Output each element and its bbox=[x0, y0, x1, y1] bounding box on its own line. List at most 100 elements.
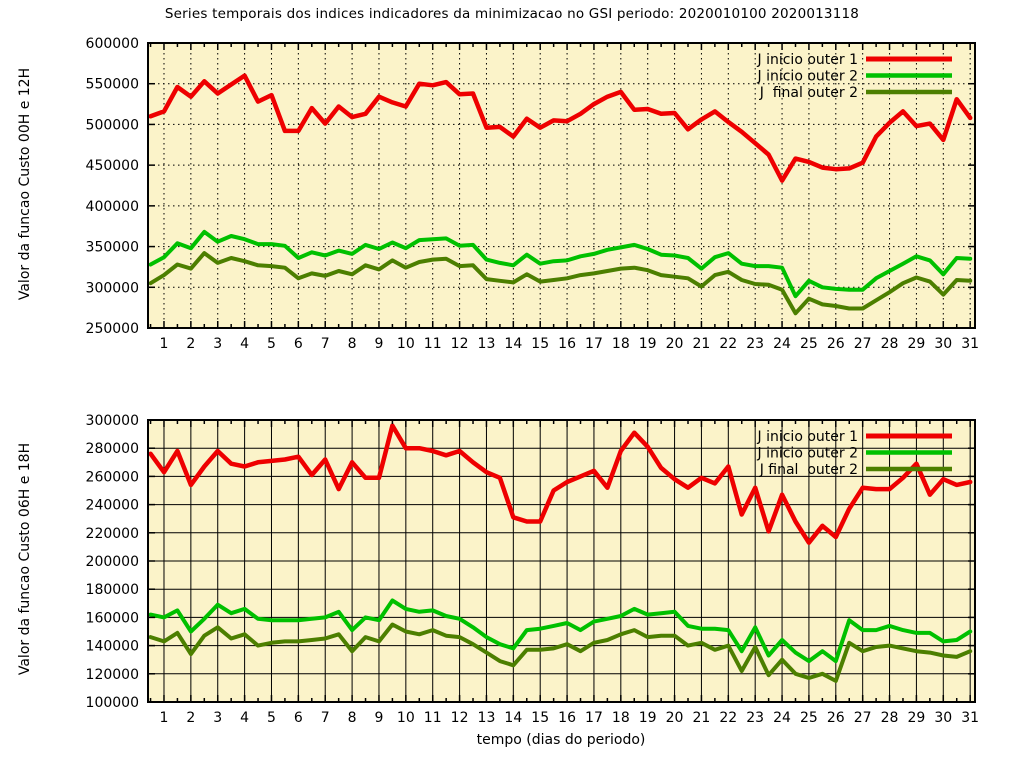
legend-label: J inicio outer 2 bbox=[757, 69, 859, 85]
svg-text:18: 18 bbox=[612, 710, 630, 726]
legend-label: J inicio outer 2 bbox=[757, 446, 859, 462]
svg-text:350000: 350000 bbox=[86, 240, 139, 256]
svg-text:300000: 300000 bbox=[86, 413, 139, 429]
svg-text:17: 17 bbox=[585, 710, 603, 726]
legend-top: J inicio outer 1J inicio outer 2J final … bbox=[757, 52, 952, 101]
svg-text:3: 3 bbox=[213, 336, 222, 352]
svg-text:11: 11 bbox=[424, 336, 442, 352]
svg-text:30: 30 bbox=[934, 710, 952, 726]
legend-label: J inicio outer 1 bbox=[757, 429, 859, 445]
svg-text:1: 1 bbox=[160, 336, 169, 352]
svg-text:31: 31 bbox=[961, 710, 979, 726]
y-axis-label-top: Valor da funcao Custo 00H e 12H bbox=[17, 67, 33, 301]
series-bottom-1 bbox=[148, 598, 973, 664]
svg-text:6: 6 bbox=[294, 710, 303, 726]
svg-text:21: 21 bbox=[693, 336, 711, 352]
svg-text:280000: 280000 bbox=[86, 441, 139, 457]
svg-text:22: 22 bbox=[719, 710, 737, 726]
svg-text:13: 13 bbox=[478, 336, 496, 352]
svg-text:26: 26 bbox=[827, 336, 845, 352]
svg-text:14: 14 bbox=[504, 336, 522, 352]
svg-text:28: 28 bbox=[881, 710, 899, 726]
svg-text:220000: 220000 bbox=[86, 526, 139, 542]
svg-text:400000: 400000 bbox=[86, 199, 139, 215]
svg-text:12: 12 bbox=[451, 336, 469, 352]
svg-text:10: 10 bbox=[397, 336, 415, 352]
svg-text:11: 11 bbox=[424, 710, 442, 726]
svg-text:14: 14 bbox=[504, 710, 522, 726]
svg-text:4: 4 bbox=[240, 710, 249, 726]
svg-text:24: 24 bbox=[773, 336, 791, 352]
svg-text:31: 31 bbox=[961, 336, 979, 352]
tick-labels-top: 250000 300000 350000 400000 450000 500000 5500… bbox=[86, 36, 980, 352]
svg-text:9: 9 bbox=[375, 336, 384, 352]
series-bottom-0 bbox=[148, 423, 973, 545]
chart-title: Series temporais dos indices indicadores… bbox=[164, 6, 860, 22]
svg-text:24: 24 bbox=[773, 710, 791, 726]
svg-text:17: 17 bbox=[585, 336, 603, 352]
svg-text:19: 19 bbox=[639, 336, 657, 352]
svg-text:15: 15 bbox=[531, 710, 549, 726]
svg-text:550000: 550000 bbox=[86, 77, 139, 93]
legend-label: J inicio outer 1 bbox=[757, 52, 859, 68]
svg-text:23: 23 bbox=[746, 710, 764, 726]
svg-text:450000: 450000 bbox=[86, 158, 139, 174]
svg-text:500000: 500000 bbox=[86, 117, 139, 133]
svg-text:18: 18 bbox=[612, 336, 630, 352]
svg-text:2: 2 bbox=[186, 336, 195, 352]
svg-text:22: 22 bbox=[719, 336, 737, 352]
svg-text:260000: 260000 bbox=[86, 469, 139, 485]
svg-text:5: 5 bbox=[267, 710, 276, 726]
plot-border-bottom bbox=[147, 419, 976, 703]
svg-text:8: 8 bbox=[348, 336, 357, 352]
svg-text:16: 16 bbox=[558, 336, 576, 352]
svg-text:5: 5 bbox=[267, 336, 276, 352]
svg-text:19: 19 bbox=[639, 710, 657, 726]
svg-text:25: 25 bbox=[800, 336, 818, 352]
svg-text:8: 8 bbox=[348, 710, 357, 726]
svg-text:1: 1 bbox=[160, 710, 169, 726]
svg-text:23: 23 bbox=[746, 336, 764, 352]
legend-bottom: J inicio outer 1J inicio outer 2J final … bbox=[757, 429, 952, 478]
panel-bottom: 100000 120000 140000 160000 180000 200000 2200… bbox=[86, 413, 980, 726]
svg-text:10: 10 bbox=[397, 710, 415, 726]
svg-text:100000: 100000 bbox=[86, 695, 139, 711]
svg-text:250000: 250000 bbox=[86, 321, 139, 337]
svg-text:3: 3 bbox=[213, 710, 222, 726]
svg-text:300000: 300000 bbox=[86, 280, 139, 296]
svg-text:600000: 600000 bbox=[86, 36, 139, 52]
svg-text:26: 26 bbox=[827, 710, 845, 726]
svg-text:9: 9 bbox=[375, 710, 384, 726]
svg-text:20: 20 bbox=[666, 336, 684, 352]
svg-text:29: 29 bbox=[908, 710, 926, 726]
svg-text:29: 29 bbox=[908, 336, 926, 352]
svg-text:7: 7 bbox=[321, 710, 330, 726]
legend-label: J final outer 2 bbox=[759, 462, 858, 478]
svg-text:28: 28 bbox=[881, 336, 899, 352]
svg-text:140000: 140000 bbox=[86, 639, 139, 655]
svg-text:13: 13 bbox=[478, 710, 496, 726]
tick-labels-bottom: 100000 120000 140000 160000 180000 200000 2200… bbox=[86, 413, 980, 726]
svg-text:21: 21 bbox=[693, 710, 711, 726]
svg-text:180000: 180000 bbox=[86, 582, 139, 598]
svg-text:30: 30 bbox=[934, 336, 952, 352]
svg-text:12: 12 bbox=[451, 710, 469, 726]
svg-text:20: 20 bbox=[666, 710, 684, 726]
series-top-1 bbox=[148, 229, 973, 299]
plot-border-top bbox=[147, 42, 976, 329]
svg-text:27: 27 bbox=[854, 336, 872, 352]
svg-text:6: 6 bbox=[294, 336, 303, 352]
svg-text:120000: 120000 bbox=[86, 667, 139, 683]
svg-text:2: 2 bbox=[186, 710, 195, 726]
svg-text:240000: 240000 bbox=[86, 498, 139, 514]
svg-text:160000: 160000 bbox=[86, 610, 139, 626]
legend-label: J final outer 2 bbox=[759, 85, 858, 101]
series-top-2 bbox=[148, 251, 973, 316]
y-axis-label-bottom: Valor da funcao Custo 06H e 18H bbox=[17, 442, 33, 676]
svg-text:4: 4 bbox=[240, 336, 249, 352]
svg-text:27: 27 bbox=[854, 710, 872, 726]
x-axis-label: tempo (dias do periodo) bbox=[476, 732, 646, 748]
svg-text:200000: 200000 bbox=[86, 554, 139, 570]
